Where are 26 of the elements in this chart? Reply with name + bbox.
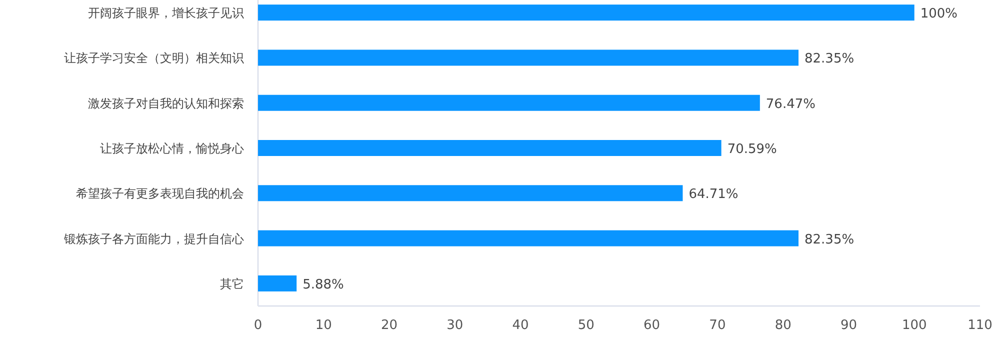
x-tick-label: 60 bbox=[644, 318, 660, 333]
data-label: 82.35% bbox=[804, 52, 854, 67]
x-tick-label: 110 bbox=[968, 318, 992, 333]
data-label: 82.35% bbox=[804, 232, 854, 248]
data-label: 5.88% bbox=[302, 277, 344, 292]
x-tick-label: 40 bbox=[512, 318, 529, 333]
y-tick-label: 其它 bbox=[220, 276, 244, 291]
data-label: 76.47% bbox=[766, 96, 816, 112]
y-tick-label: 让孩子放松心情，愉悦身心 bbox=[100, 142, 244, 156]
y-tick-label: 开阔孩子眼界，增长孩子见识 bbox=[88, 6, 244, 20]
y-tick-label: 锻炼孩子各方面能力，提升自信心 bbox=[63, 232, 244, 246]
x-tick-label: 0 bbox=[254, 318, 262, 333]
x-tick-label: 80 bbox=[774, 318, 792, 333]
data-label: 64.71% bbox=[688, 187, 738, 202]
data-label: 70.59% bbox=[727, 142, 777, 157]
x-tick-label: 70 bbox=[709, 318, 726, 333]
x-tick-label: 10 bbox=[315, 318, 332, 333]
y-tick-label: 希望孩子有更多表现自我的机会 bbox=[76, 186, 244, 201]
x-tick-label: 90 bbox=[840, 318, 857, 333]
x-tick-label: 100 bbox=[902, 318, 927, 333]
y-tick-label: 激发孩子对自我的认知和探索 bbox=[88, 96, 244, 110]
x-tick-label: 30 bbox=[446, 318, 464, 333]
y-tick-label: 让孩子学习安全（文明）相关知识 bbox=[64, 51, 244, 66]
x-tick-label: 50 bbox=[578, 318, 594, 333]
data-label: 100% bbox=[920, 6, 958, 22]
x-tick-label: 20 bbox=[381, 318, 398, 333]
